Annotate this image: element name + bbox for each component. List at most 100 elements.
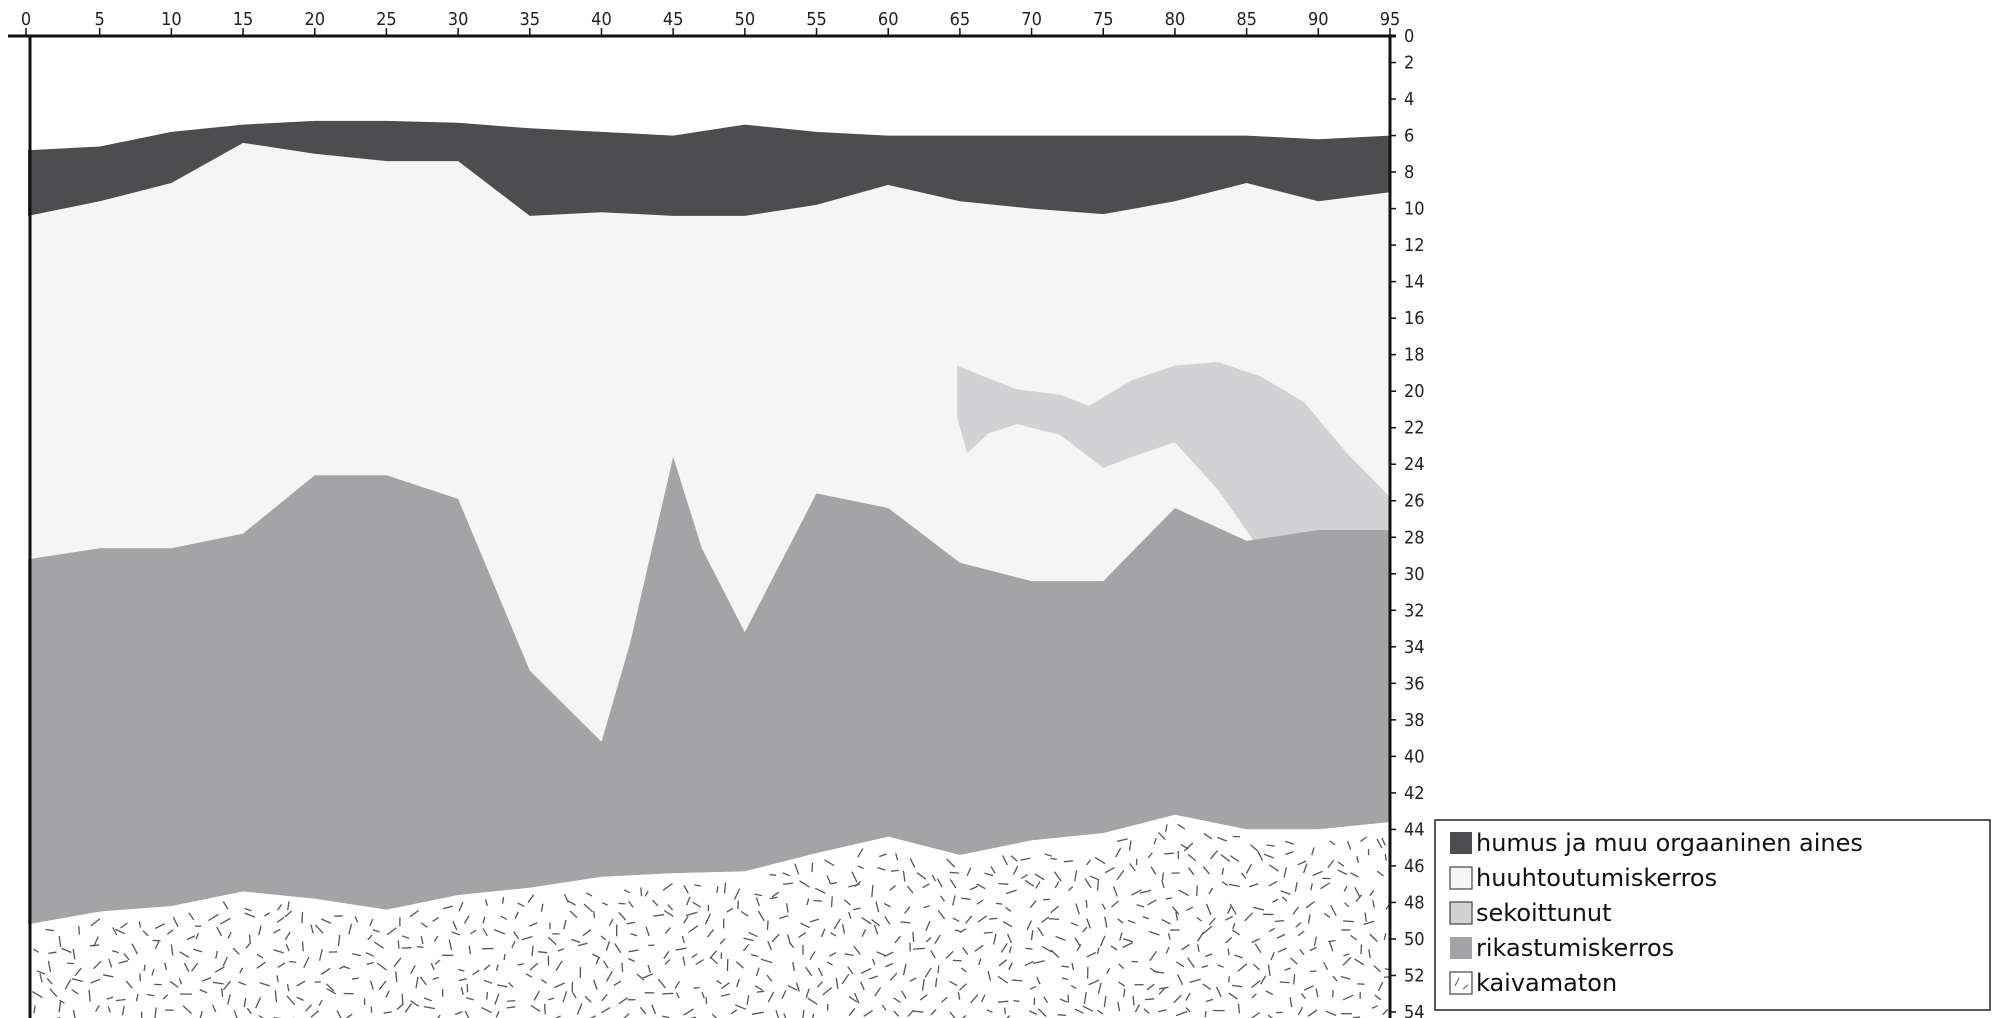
texture-dash <box>969 885 978 891</box>
texture-dash <box>1221 867 1225 875</box>
texture-dash <box>857 848 864 858</box>
texture-dash <box>1059 998 1068 1003</box>
texture-dash <box>383 1011 392 1014</box>
texture-dash <box>1054 881 1060 889</box>
texture-dash <box>1044 853 1052 857</box>
texture-dash <box>1303 985 1314 991</box>
texture-dash <box>854 880 862 887</box>
texture-dash <box>263 912 271 917</box>
texture-dash <box>1266 844 1275 847</box>
texture-dash <box>186 935 196 941</box>
texture-dash <box>1263 853 1274 859</box>
texture-dash <box>352 953 361 957</box>
texture-dash <box>112 927 118 936</box>
texture-dash <box>710 956 719 965</box>
texture-dash <box>1083 992 1087 1004</box>
texture-dash <box>66 962 74 965</box>
y-tick-label: 26 <box>1404 491 1425 512</box>
texture-dash <box>432 976 439 980</box>
texture-dash <box>1115 847 1122 858</box>
x-tick-label: 70 <box>1021 9 1042 30</box>
texture-dash <box>1202 925 1213 935</box>
texture-dash <box>691 953 698 959</box>
texture-dash <box>274 990 278 1003</box>
texture-dash <box>787 985 798 991</box>
y-tick-label: 6 <box>1404 126 1414 147</box>
texture-dash <box>1008 962 1013 971</box>
texture-dash <box>740 910 749 917</box>
texture-dash <box>1196 916 1202 922</box>
texture-dash <box>1227 906 1232 914</box>
texture-dash <box>809 918 820 923</box>
y-tick-label: 52 <box>1404 965 1425 986</box>
texture-dash <box>527 894 535 903</box>
texture-dash <box>614 943 622 954</box>
legend-label-rikastumis: rikastumiskerros <box>1476 934 1674 962</box>
texture-dash <box>860 981 865 991</box>
texture-dash <box>766 920 769 930</box>
texture-dash <box>1025 947 1033 950</box>
y-tick-label: 40 <box>1404 746 1425 767</box>
texture-dash <box>1205 903 1212 916</box>
texture-dash <box>1002 855 1008 866</box>
texture-dash <box>1118 981 1126 987</box>
texture-dash <box>58 1001 62 1013</box>
texture-dash <box>966 867 972 877</box>
texture-dash <box>794 863 800 875</box>
texture-dash <box>1297 860 1307 866</box>
texture-dash <box>232 947 240 955</box>
texture-dash <box>529 962 539 971</box>
texture-dash <box>1061 977 1069 981</box>
texture-dash <box>806 898 810 906</box>
texture-dash <box>630 933 638 937</box>
texture-dash <box>1337 869 1348 876</box>
texture-dash <box>557 948 565 952</box>
texture-dash <box>458 978 468 982</box>
texture-dash <box>945 950 954 959</box>
texture-dash <box>1029 1010 1037 1015</box>
texture-dash <box>881 1004 887 1011</box>
texture-dash <box>829 952 837 957</box>
texture-dash <box>1289 997 1293 1008</box>
texture-dash <box>1149 950 1158 962</box>
texture-dash <box>848 996 858 1003</box>
texture-dash <box>513 931 520 940</box>
texture-dash <box>1394 873 1397 879</box>
texture-dash <box>766 974 773 982</box>
texture-dash <box>868 975 879 980</box>
texture-dash <box>1323 912 1331 918</box>
texture-dash <box>1020 857 1031 861</box>
texture-dash <box>1248 883 1259 888</box>
texture-dash <box>1088 979 1100 986</box>
texture-dash <box>854 992 860 1004</box>
texture-dash <box>1075 903 1080 915</box>
texture-dash <box>1096 1009 1104 1015</box>
texture-dash <box>1240 872 1247 879</box>
texture-dash <box>959 928 967 934</box>
texture-dash <box>1143 1008 1150 1014</box>
texture-dash <box>807 997 818 1005</box>
texture-dash <box>102 974 114 978</box>
texture-dash <box>1067 886 1074 892</box>
x-tick-label: 85 <box>1236 9 1257 30</box>
texture-dash <box>1297 930 1305 937</box>
texture-dash <box>433 935 439 942</box>
texture-dash <box>1267 1014 1274 1018</box>
texture-dash <box>1369 890 1375 897</box>
texture-dash <box>1086 952 1097 958</box>
texture-dash <box>123 953 130 961</box>
texture-dash <box>901 990 907 999</box>
texture-dash <box>1185 992 1191 1001</box>
texture-dash <box>151 968 155 976</box>
texture-dash <box>1267 964 1271 976</box>
texture-dash <box>853 907 861 911</box>
texture-dash <box>1158 831 1166 841</box>
texture-dash <box>517 963 524 966</box>
texture-dash <box>244 907 252 912</box>
texture-dash <box>853 945 861 955</box>
texture-dash <box>442 905 453 910</box>
texture-dash <box>1371 1005 1378 1009</box>
texture-dash <box>802 1010 805 1018</box>
texture-dash <box>1181 944 1190 951</box>
texture-dash <box>238 981 247 986</box>
